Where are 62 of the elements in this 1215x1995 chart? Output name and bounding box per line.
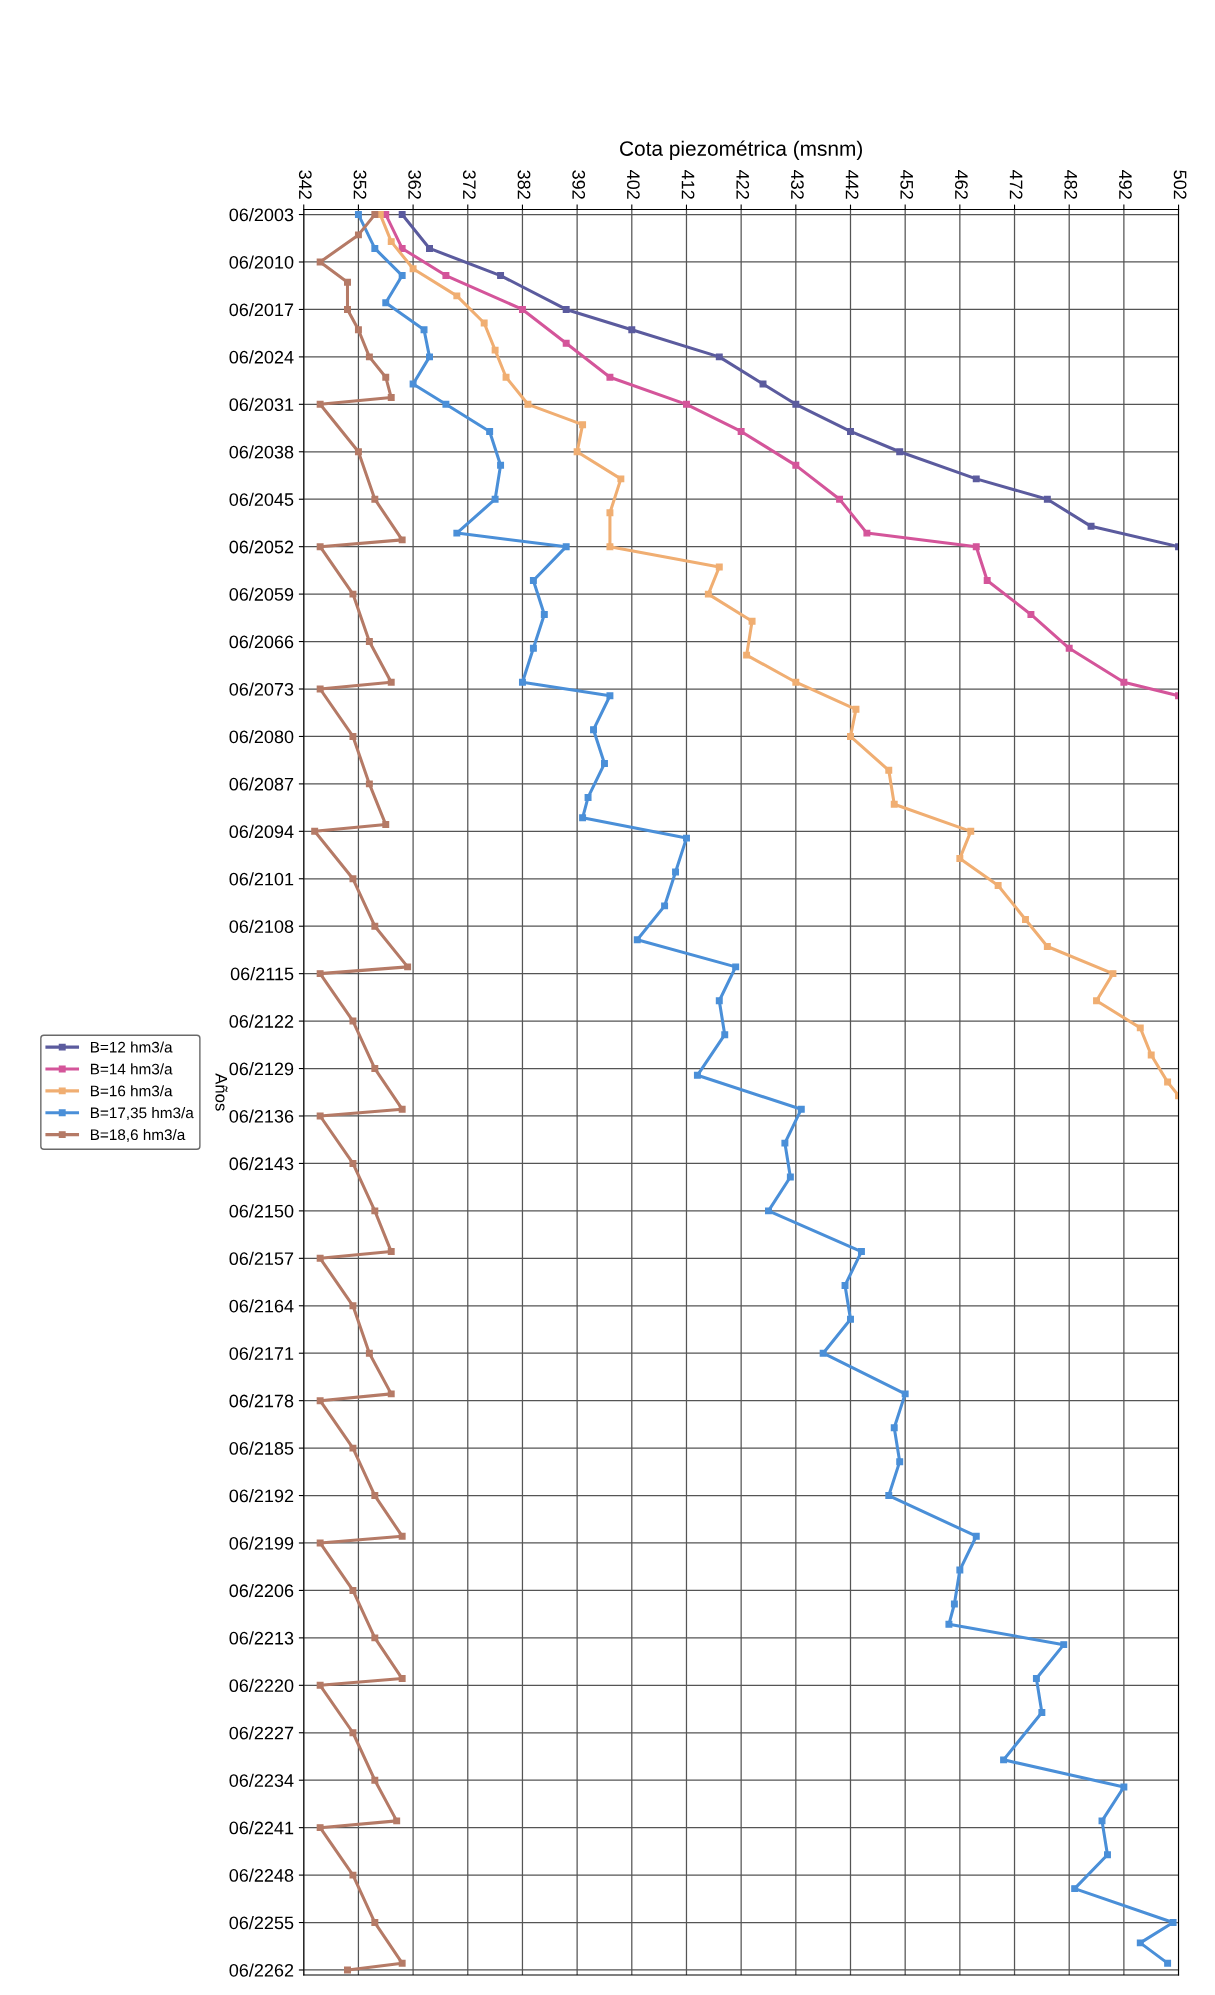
y-tick-label: 06/2143 bbox=[229, 1156, 294, 1171]
y-tick-label: 06/2248 bbox=[229, 1868, 294, 1882]
y-tick-label: 06/2234 bbox=[229, 1773, 294, 1787]
y-tick-label: 06/2073 bbox=[229, 682, 294, 696]
y-tick-label: 06/2241 bbox=[229, 1821, 294, 1835]
x-tick-label: 502 bbox=[1173, 170, 1187, 199]
y-tick-label: 06/2255 bbox=[229, 1915, 294, 1930]
y-tick-label: 06/2199 bbox=[229, 1536, 294, 1550]
legend-label: B=12 hm3/a bbox=[90, 1041, 173, 1053]
y-tick-label: 06/2031 bbox=[229, 397, 294, 412]
y-tick-label: 06/2108 bbox=[229, 919, 294, 933]
y-tick-label: 06/2052 bbox=[229, 540, 294, 554]
legend-label: B=17,35 hm3/a bbox=[90, 1107, 194, 1121]
x-axis-title: Cota piezométrica (msnm) bbox=[620, 140, 862, 161]
y-tick-label: 06/2010 bbox=[229, 255, 294, 269]
y-tick-label: 06/2101 bbox=[229, 872, 294, 886]
y-tick-label: 06/2115 bbox=[230, 967, 294, 981]
x-tick-label: 472 bbox=[1009, 170, 1023, 199]
y-tick-label: 06/2136 bbox=[229, 1109, 294, 1123]
y-tick-label: 06/2038 bbox=[229, 445, 294, 459]
x-tick-label: 342 bbox=[298, 170, 312, 199]
y-tick-label: 06/2227 bbox=[229, 1726, 294, 1740]
x-tick-label: 462 bbox=[955, 170, 968, 199]
y-tick-label: 06/2129 bbox=[229, 1062, 294, 1076]
y-tick-label: 06/2178 bbox=[229, 1394, 294, 1408]
y-tick-label: 06/2206 bbox=[229, 1583, 294, 1598]
x-tick-label: 372 bbox=[462, 170, 476, 199]
x-tick-label: 422 bbox=[736, 170, 750, 199]
y-tick-label: 06/2122 bbox=[229, 1014, 294, 1028]
x-tick-label: 392 bbox=[572, 170, 586, 199]
y-tick-label: 06/2080 bbox=[229, 729, 294, 744]
y-axis-title: Años bbox=[215, 1073, 228, 1111]
y-tick-label: 06/2003 bbox=[229, 208, 294, 222]
y-tick-label: 06/2220 bbox=[229, 1678, 294, 1693]
y-tick-label: 06/2017 bbox=[229, 302, 294, 317]
legend-label: B=16 hm3/a bbox=[90, 1085, 173, 1097]
y-tick-label: 06/2164 bbox=[229, 1299, 294, 1313]
x-tick-label: 352 bbox=[353, 170, 367, 199]
y-tick-label: 06/2262 bbox=[229, 1963, 294, 1977]
y-tick-label: 06/2094 bbox=[229, 824, 294, 839]
x-tick-label: 482 bbox=[1064, 170, 1078, 199]
x-tick-label: 402 bbox=[626, 170, 640, 199]
x-tick-label: 382 bbox=[517, 170, 531, 199]
y-tick-label: 06/2157 bbox=[229, 1251, 294, 1266]
y-tick-label: 06/2213 bbox=[229, 1631, 294, 1645]
y-tick-label: 06/2066 bbox=[229, 635, 294, 649]
x-tick-label: 452 bbox=[900, 170, 914, 199]
x-tick-label: 362 bbox=[408, 170, 422, 199]
x-tick-label: 412 bbox=[681, 170, 695, 199]
y-tick-label: 06/2150 bbox=[229, 1204, 294, 1218]
x-tick-label: 432 bbox=[790, 170, 804, 199]
y-tick-label: 06/2185 bbox=[229, 1441, 294, 1455]
y-tick-label: 06/2045 bbox=[229, 492, 294, 506]
y-tick-label: 06/2171 bbox=[229, 1346, 294, 1360]
x-tick-label: 492 bbox=[1119, 170, 1132, 199]
y-tick-label: 06/2024 bbox=[229, 350, 294, 364]
y-tick-label: 06/2192 bbox=[229, 1489, 294, 1503]
y-tick-label: 06/2087 bbox=[229, 777, 294, 791]
x-tick-label: 442 bbox=[845, 170, 859, 199]
y-tick-label: 06/2059 bbox=[229, 587, 294, 601]
legend-label: B=14 hm3/a bbox=[90, 1063, 173, 1075]
legend-label: B=18,6 hm3/a bbox=[90, 1128, 186, 1142]
